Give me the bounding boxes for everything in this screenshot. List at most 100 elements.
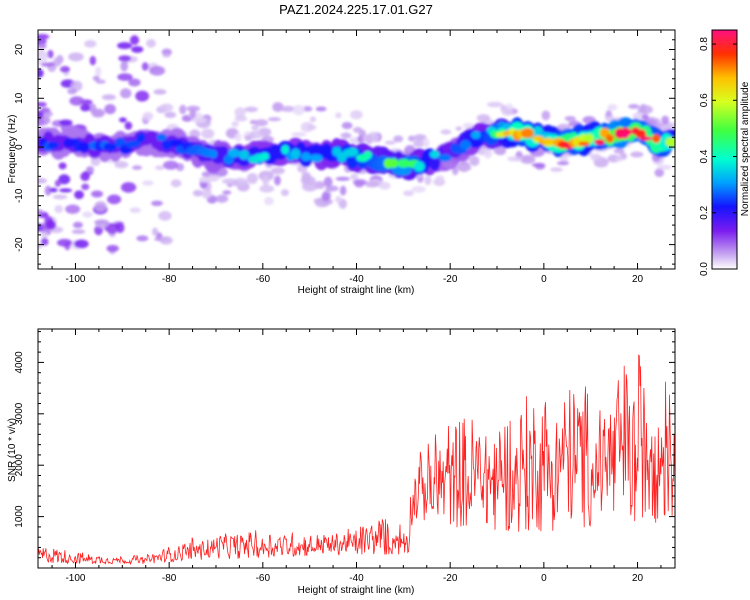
spectrogram-blob [501,107,514,116]
spectrogram-xtick-label: 0 [541,274,547,285]
spectrogram-ridge-blob [594,139,606,145]
spectrogram-blob [135,90,150,102]
spectrogram-blob [384,140,396,145]
spectrogram-blob [335,112,342,119]
spectrogram-blob [231,121,239,128]
spectrogram-blob [556,161,570,166]
colorbar-tick-label: 0.8 [699,37,710,51]
spectrogram-xtick-label: -80 [162,274,177,285]
spectrogram-blob [81,183,90,191]
spectrogram-blob [71,229,86,234]
spectrogram-blob [615,156,623,162]
spectrogram-blob [68,52,84,62]
spectrogram-blob [129,207,141,213]
spectrogram-blob [280,189,289,197]
spectrogram-blob [164,111,177,118]
colorbar-tick-label: 0.2 [699,205,710,219]
colorbar-tick-label: 0.4 [699,149,710,163]
spectrogram-blob [153,89,167,95]
spectrogram-ridge-blob [584,133,594,144]
snr-xtick-label: -80 [162,573,177,584]
spectrogram-blob [201,188,212,199]
spectrogram-ridge-blob [438,154,452,162]
spectrogram-blob [162,53,171,58]
spectrogram-blob [541,110,551,121]
spectrogram-blob [221,178,238,185]
spectrogram-blob [120,182,137,193]
spectrogram-ridge-blob [635,129,647,139]
spectrogram-blob [90,156,101,167]
colorbar: 0.0 0.2 0.4 0.6 0.8 Normalized spectral ampl… [699,29,750,276]
spectrogram-blob [301,181,318,192]
spectrogram-image [38,33,675,255]
spectrogram-blob [107,194,122,205]
spectrogram-blob [422,138,430,148]
snr-xtick-label: 0 [541,573,547,584]
spectrogram-blob [350,110,363,120]
spectrogram-blob [249,130,263,139]
spectrogram-blob [433,177,446,187]
spectrogram-blob [234,107,246,118]
spectrogram-blob [59,119,73,126]
spectrogram-blob [191,117,207,123]
spectrogram-blob [107,225,118,235]
spectrogram-blob [321,192,331,202]
spectrogram-blob [131,46,144,53]
spectrogram-blob [104,104,116,115]
spectrogram-blob [435,175,445,180]
snr-ytick-label: 1000 [14,505,25,528]
spectrogram-ridge-blob [429,150,440,159]
spectrogram-ridge-blob [502,130,511,136]
spectrogram-blob [440,129,452,135]
spectrogram-blob [40,62,55,67]
spectrogram-blob [407,135,416,142]
spectrogram-blob [309,116,317,123]
spectrogram-blob [607,104,618,111]
spectrogram-blob [67,88,77,95]
spectrogram-blob [59,66,71,73]
spectrogram-ridge-blob [223,154,234,165]
spectrogram-blob [74,190,84,200]
spectrogram-ridge-blob [521,127,534,139]
spectrogram-blob [38,209,44,215]
spectrogram-ridge-blob [460,139,472,151]
spectrogram-blob [192,189,204,197]
spectrogram-blob [159,236,173,245]
spectrogram-blob [45,220,57,230]
spectrogram-blob [40,231,49,239]
snr-panel: -100 -80 -60 -40 -20 0 20 1000 2000 3000 4000 Heig… [7,328,676,596]
spectrogram-blob [201,128,215,139]
spectrogram-blob [73,239,89,249]
spectrogram-blob [531,162,546,168]
spectrogram-blob [89,55,97,66]
snr-ylabel: SNR (10 * v/v) [7,418,18,482]
spectrogram-blob [117,73,133,81]
spectrogram-ridge-blob [131,139,141,148]
spectrogram-ridge-blob [281,144,290,155]
spectrogram-blob [54,179,62,187]
spectrogram-blob [120,60,129,72]
spectrogram-blob [44,111,53,117]
spectrogram-blob [151,200,163,206]
spectrogram-ytick-label: 0 [14,144,25,150]
spectrogram-blob [146,38,156,48]
spectrogram-blob [251,125,259,131]
spectrogram-blob [189,108,197,119]
spectrogram-ridge-blob [170,139,184,147]
spectrogram-blob [155,165,165,171]
spectrogram-blob [94,201,107,212]
spectrogram-blobs [38,33,675,255]
spectrogram-blob [233,177,248,187]
spectrogram-blob [335,176,351,181]
spectrogram-blob [91,108,105,118]
spectrogram-blob [158,210,172,221]
snr-xtick-label: 20 [632,573,644,584]
spectrogram-blob [264,197,274,206]
spectrogram-blob [630,151,644,158]
spectrogram-blob [222,190,232,195]
spectrogram-ridge-blob [471,131,481,140]
spectrogram-blob [411,185,426,193]
spectrogram-blob [292,104,305,116]
spectrogram-ridge-blob [388,158,399,169]
spectrogram-ridge-blob [605,134,615,143]
